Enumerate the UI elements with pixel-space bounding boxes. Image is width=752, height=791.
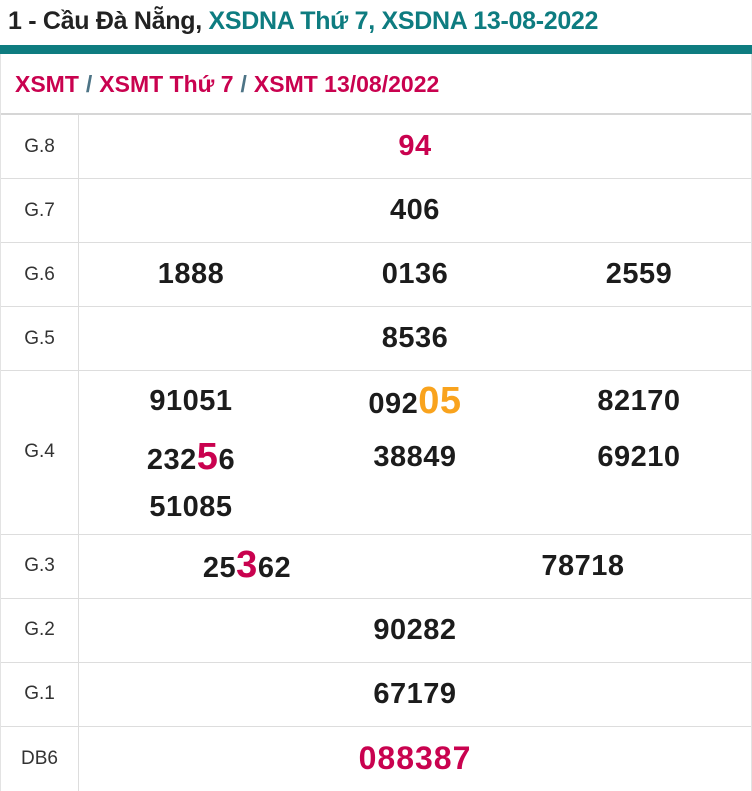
digits: 6 [218,443,236,476]
table-row-g7: G.7 406 [1,179,751,243]
table-row-g1: G.1 67179 [1,662,751,727]
table-row-g3: G.3 25362 78718 [1,534,751,599]
table-row-g4: G.4 91051 09205 82170 23256 38849 69210 51085 [1,371,751,535]
prize-label: G.3 [1,534,79,598]
prize-number: 2559 [527,252,751,297]
prize-label: G.5 [1,307,79,370]
digits: 69210 [597,440,681,473]
highlighted-digits: 94 [398,129,432,162]
prize-number: 69210 [527,435,751,480]
prize-number: 09205 [303,374,527,430]
prize-label: G.6 [1,243,79,306]
prize-values: 94 [79,115,751,178]
prize-number: 8536 [79,316,751,361]
prize-number: 1888 [79,252,303,297]
digits: 78718 [541,549,625,582]
digits: 38849 [373,440,457,473]
digits: 62 [257,552,292,585]
digits: 25 [202,552,237,585]
page-title-prefix: 1 - Cầu Đà Nẵng, [8,7,209,35]
highlighted-digits: 5 [196,435,219,478]
prize-label: G.7 [1,179,79,242]
table-row-g6: G.6 1888 0136 2559 [1,243,751,307]
prize-number: 25362 [79,538,415,594]
breadcrumb-link-2[interactable]: XSMT Thứ 7 [99,71,234,97]
prize-values: 406 [79,179,751,242]
digits: 2559 [605,257,673,290]
breadcrumb-separator: / [85,71,93,97]
prize-number: 91051 [79,379,303,424]
prize-values: 8536 [79,307,751,370]
digits: 67179 [373,677,457,710]
prize-values: 1888 0136 2559 [79,243,751,306]
digits: 8536 [381,321,449,354]
prize-number: 67179 [79,672,751,717]
teal-divider-bar [0,45,752,54]
digits: 90282 [373,613,457,646]
prize-number: 088387 [79,734,751,783]
prize-number: 90282 [79,608,751,653]
digits: 092 [368,388,419,420]
prize-number: 94 [79,124,751,169]
breadcrumb-link-1[interactable]: XSMT [15,71,79,97]
digits: 91051 [149,385,233,418]
prize-label: G.1 [1,662,79,726]
table-row-g5: G.5 8536 [1,307,751,371]
table-row-db6: DB6 088387 [1,726,751,791]
digits: 406 [390,193,440,226]
prize-label: G.2 [1,598,79,662]
digits: 0136 [381,257,449,290]
results-table: G.8 94 G.7 406 G.6 1888 0136 2559 G.5 8536 G.4 9105… [1,115,751,791]
digits: 82170 [597,385,681,418]
digits: 51085 [149,491,233,524]
table-row-g2: G.2 90282 [1,598,751,663]
prize-number: 23256 [79,430,303,486]
prize-label: G.4 [1,371,79,534]
page-title-highlight: XSDNA Thứ 7, XSDNA 13-08-2022 [208,7,599,35]
page-title: 1 - Cầu Đà Nẵng, XSDNA Thứ 7, XSDNA 13-0… [0,0,752,45]
prize-values: 25362 78718 [79,535,751,598]
results-box: XSMT / XSMT Thứ 7/XSMT 13/08/2022 G.8 94 G.7… [0,54,752,791]
highlighted-digits: 05 [418,380,462,422]
breadcrumb-separator: / [240,71,247,97]
prize-values: 67179 [79,663,751,726]
breadcrumb: XSMT / XSMT Thứ 7/XSMT 13/08/2022 [1,54,751,115]
prize-label: DB6 [1,726,79,791]
table-row-g8: G.8 94 [1,115,751,179]
digits: 232 [146,443,197,476]
prize-values: 90282 [79,599,751,662]
prize-number: 0136 [303,252,527,297]
prize-number: 78718 [415,544,751,589]
digits: 1888 [157,257,225,290]
breadcrumb-link-3[interactable]: XSMT 13/08/2022 [253,71,440,97]
prize-number: 51085 [79,485,303,530]
highlighted-digits: 3 [236,544,258,587]
prize-values: 91051 09205 82170 23256 38849 69210 51085 [79,371,751,534]
prize-label: G.8 [1,115,79,178]
prize-number: 406 [79,188,751,233]
prize-values: 088387 [79,727,751,791]
highlighted-digits: 088387 [358,740,472,777]
prize-number: 82170 [527,379,751,424]
prize-number: 38849 [303,435,527,480]
